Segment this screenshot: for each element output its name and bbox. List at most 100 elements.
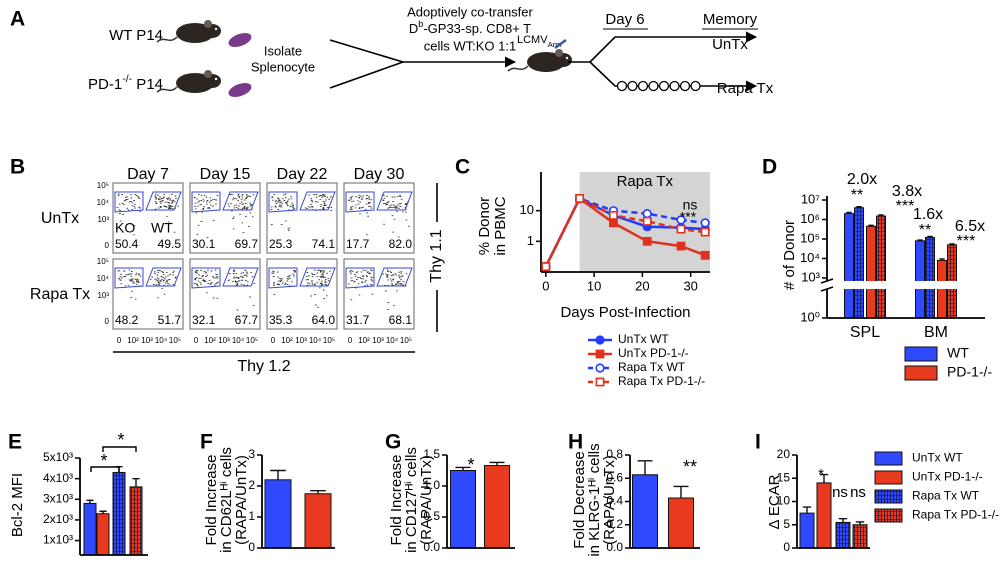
- y-tick-label: 0.4: [606, 494, 623, 508]
- point: [700, 218, 710, 228]
- timepoint-label: Day 6: [605, 11, 644, 28]
- treatment-dose: [679, 80, 691, 92]
- bar: [129, 486, 143, 556]
- axis-break: [820, 278, 834, 284]
- gate-percent: 25.3: [269, 237, 293, 251]
- syringe: [554, 38, 567, 50]
- error-bar: [846, 211, 852, 214]
- flow-x-tick: 10³: [141, 336, 153, 345]
- row-label: Rapa Tx: [30, 286, 90, 303]
- gate: [345, 191, 375, 213]
- annotation: 3.8x: [892, 183, 922, 200]
- infection-label: LCMVArm: [517, 34, 562, 49]
- panel-letter: A: [10, 8, 25, 31]
- error-bar: [270, 469, 286, 480]
- step-label: cells WT:KO 1:1: [424, 38, 516, 53]
- y-axis-label: Fold Decrease: [571, 451, 588, 549]
- y-axis-label: Bcl-2 MFI: [9, 473, 26, 537]
- bar: [484, 465, 510, 549]
- connector: [329, 39, 404, 63]
- error-bar: [838, 518, 848, 523]
- point: [676, 224, 686, 234]
- flow-plot: [343, 258, 415, 330]
- error-bar: [939, 258, 945, 261]
- point: [609, 211, 618, 220]
- y-tick-label: 10: [777, 494, 791, 508]
- text-part: -GP33-sp. CD8+ T: [423, 21, 531, 36]
- cell-dots: [347, 269, 408, 310]
- arm-label: Rapa Tx: [717, 80, 774, 97]
- x-tick-label: 0: [542, 278, 549, 293]
- gate-percent: 31.7: [346, 313, 370, 327]
- y-tick-label: 10⁷: [801, 191, 820, 206]
- flow-x-tick: 10²: [204, 336, 216, 345]
- text-part: P14: [132, 76, 163, 93]
- text-part: b: [418, 19, 423, 29]
- legend-marker: [595, 363, 605, 373]
- error-bar: [99, 510, 107, 514]
- error-bar: [927, 235, 933, 238]
- legend-label: UnTx PD-1-/-: [618, 346, 689, 360]
- significance-bracket: [102, 446, 137, 452]
- annotation: ***: [680, 209, 697, 225]
- y-tick-label: 2x10³: [43, 512, 73, 526]
- y-axis-label: # of Donor: [781, 220, 798, 290]
- spleen-icon: [228, 83, 252, 97]
- flow-plot: [266, 258, 338, 330]
- text-part: -/-: [122, 73, 132, 85]
- error-bar: [855, 521, 865, 525]
- y-tick-label: 0.0: [423, 540, 440, 554]
- y-axis-label: in CD62Lᴴⁱ cells: [218, 447, 235, 553]
- bar: [450, 470, 476, 549]
- bar: [632, 474, 658, 549]
- y-axis-label: (RAPA/UnTx): [418, 455, 435, 545]
- gate-percent: 67.7: [235, 313, 259, 327]
- connector: [329, 61, 404, 89]
- bar: [876, 215, 886, 319]
- y-tick-label: 0.0: [606, 540, 623, 554]
- panel-letter: F: [200, 431, 213, 454]
- y-tick-label: 10⁴: [800, 250, 820, 265]
- flow-x-tick: 10⁴: [155, 336, 168, 345]
- cell-dots: [117, 269, 177, 300]
- y-tick-label: 15: [777, 470, 791, 484]
- flow-x-tick: 0: [117, 336, 122, 345]
- gate: [376, 267, 413, 287]
- treatment-dose: [648, 80, 659, 92]
- flow-x-tick: 0: [271, 336, 276, 345]
- bar: [835, 521, 851, 549]
- point: [700, 250, 710, 260]
- gate: [268, 267, 298, 289]
- gate-percent: 30.1: [192, 237, 216, 251]
- cell-dots: [270, 193, 333, 232]
- gate-percent: 74.1: [312, 237, 336, 251]
- error-bar: [455, 466, 471, 471]
- mouse-tail: [156, 86, 178, 93]
- chart-title: Rapa Tx: [617, 173, 674, 190]
- flow-x-tick: 0: [348, 336, 353, 345]
- error-bar: [868, 224, 874, 227]
- text-part: PD-1: [88, 76, 122, 93]
- legend-swatch: [904, 365, 938, 381]
- annotation: **: [851, 187, 863, 204]
- annotation: 6.5x: [955, 218, 985, 235]
- y-tick-label: 5: [783, 517, 790, 531]
- row-label: UnTx: [41, 210, 79, 227]
- gate-percent: 64.0: [312, 313, 336, 327]
- cell-dots: [193, 193, 255, 238]
- mouse-ear: [204, 70, 212, 78]
- axis-break: [820, 286, 834, 292]
- significance-bracket: [90, 466, 120, 472]
- y-axis-label: Fold Increase: [203, 455, 220, 546]
- gate-percent: 50.4: [115, 237, 139, 251]
- treatment-dose: [658, 80, 670, 92]
- flow-x-tick: 10³: [295, 336, 307, 345]
- mouse-eye: [565, 56, 569, 60]
- flow-x-tick: 10²: [127, 336, 139, 345]
- gate-label: WT: [151, 220, 173, 236]
- step-label: Adoptively co-transfer: [407, 4, 533, 19]
- spleen-icon: [228, 33, 252, 47]
- panel-letter: E: [8, 431, 22, 454]
- legend-label: PD-1-/-: [947, 364, 992, 380]
- y-tick-label: 3x10³: [43, 491, 73, 505]
